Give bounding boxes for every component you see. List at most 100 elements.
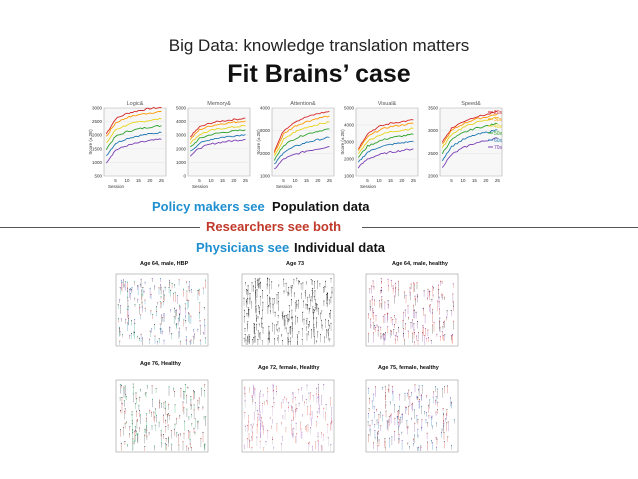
scatter-point xyxy=(316,340,318,342)
scatter-point xyxy=(198,288,200,290)
scatter-point xyxy=(253,412,255,414)
scatter-point xyxy=(260,281,261,283)
scatter-point xyxy=(274,298,276,299)
y-tick-label: 2000 xyxy=(428,174,439,179)
scatter-point xyxy=(398,434,400,435)
scatter-point xyxy=(127,305,129,307)
scatter-point xyxy=(194,418,196,420)
scatter-point xyxy=(431,312,433,314)
scatter-point xyxy=(380,326,382,328)
x-tick-label: 20 xyxy=(231,178,237,183)
x-tick-label: 15 xyxy=(388,178,394,183)
scatter-point xyxy=(398,405,400,407)
scatter-point xyxy=(262,301,264,303)
y-tick-label: 500 xyxy=(94,174,102,179)
scatter-point xyxy=(149,409,151,411)
scatter-point xyxy=(418,385,420,387)
scatter-point xyxy=(313,328,315,330)
scatter-point xyxy=(441,428,443,430)
scatter-point xyxy=(315,303,317,304)
scatter-plot-area xyxy=(115,379,209,453)
scatter-point xyxy=(395,282,396,284)
scatter-point xyxy=(429,305,431,307)
scatter-point xyxy=(399,416,401,418)
scatter-point xyxy=(164,286,166,288)
y-axis-label: Score (±.2E) xyxy=(88,129,93,155)
scatter-point xyxy=(422,308,424,310)
scatter-point xyxy=(198,406,200,408)
scatter-point xyxy=(320,334,321,336)
scatter-point xyxy=(160,296,162,298)
scatter-point xyxy=(387,300,389,302)
scatter-point xyxy=(306,318,308,320)
scatter-point xyxy=(281,422,283,424)
scatter-point xyxy=(263,401,265,403)
scatter-point xyxy=(316,411,318,413)
scatter-point xyxy=(314,290,316,292)
scatter-point xyxy=(276,423,278,424)
legend-label: 70s xyxy=(494,145,503,151)
scatter-point xyxy=(251,447,253,449)
scatter-point xyxy=(278,327,280,329)
scatter-point xyxy=(134,303,136,305)
scatter-point xyxy=(271,322,273,324)
scatter-point xyxy=(119,340,121,342)
scatter-point xyxy=(317,396,319,398)
scatter-point xyxy=(385,401,387,403)
scatter-point xyxy=(278,284,280,286)
scatter-point xyxy=(387,421,389,423)
scatter-title: Age 64, male, HBP xyxy=(140,261,189,267)
scatter-point xyxy=(315,441,317,443)
y-tick-label: 1500 xyxy=(92,146,103,151)
scatter-point xyxy=(124,385,126,387)
scatter-point xyxy=(306,384,308,386)
scatter-point xyxy=(431,425,433,427)
scatter-point xyxy=(247,298,249,300)
scatter-point xyxy=(298,331,300,333)
scatter-point xyxy=(288,286,290,288)
scatter-point xyxy=(185,315,186,317)
scatter-point xyxy=(257,316,259,318)
scatter-point xyxy=(303,318,305,320)
scatter-point xyxy=(381,290,383,291)
scatter-point xyxy=(369,288,371,290)
scatter-point xyxy=(416,415,418,417)
scatter-point xyxy=(139,396,141,398)
scatter-point xyxy=(276,390,278,392)
scatter-point xyxy=(379,411,381,413)
scatter-point xyxy=(376,419,378,421)
scatter-point xyxy=(372,308,374,310)
scatter-point xyxy=(301,338,303,340)
scatter-point xyxy=(292,391,294,393)
scatter-point xyxy=(409,287,411,289)
scatter-point xyxy=(413,323,415,325)
scatter-point xyxy=(254,278,256,280)
scatter-point xyxy=(123,388,125,389)
scatter-point xyxy=(413,341,415,343)
scatter-point xyxy=(420,426,422,428)
scatter-panel-6: Age 75, female, healthy xyxy=(365,365,459,453)
scatter-point xyxy=(427,441,428,443)
series-line-20s xyxy=(441,110,498,143)
scatter-point xyxy=(284,319,286,321)
scatter-point xyxy=(310,296,312,298)
scatter-point xyxy=(409,446,410,448)
scatter-point xyxy=(417,446,419,448)
scatter-point xyxy=(267,278,269,279)
scatter-point xyxy=(177,317,179,319)
scatter-point xyxy=(257,413,259,415)
scatter-point xyxy=(432,396,434,398)
scatter-point xyxy=(157,302,159,304)
scatter-point xyxy=(295,410,297,412)
scatter-point xyxy=(421,405,423,407)
scatter-point xyxy=(277,315,279,316)
legend-label: 20s xyxy=(494,110,503,116)
scatter-point xyxy=(415,298,417,300)
scatter-point xyxy=(413,443,415,445)
scatter-point xyxy=(134,403,136,405)
scatter-point xyxy=(271,281,273,283)
scatter-point xyxy=(321,310,323,312)
scatter-point xyxy=(132,392,134,394)
scatter-point xyxy=(281,312,283,314)
scatter-point xyxy=(439,308,440,310)
